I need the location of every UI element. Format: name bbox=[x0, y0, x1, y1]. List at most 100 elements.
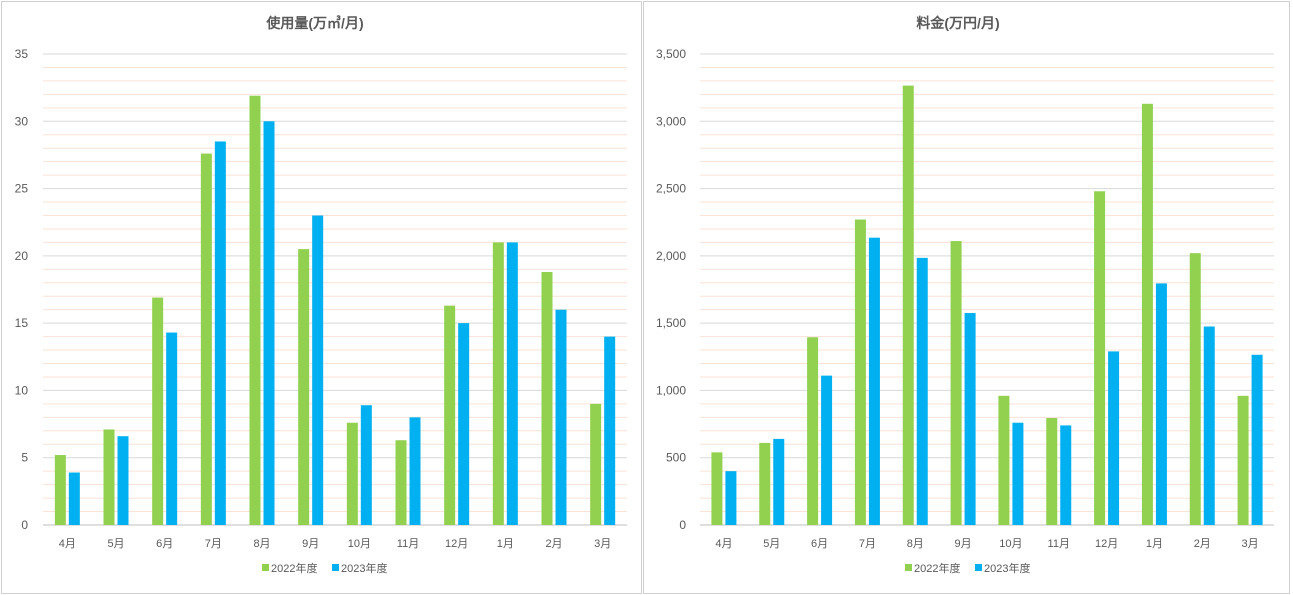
bar-2023年度-11月 bbox=[1060, 425, 1072, 525]
legend-swatch bbox=[262, 564, 269, 571]
x-tick-label: 11月 bbox=[397, 538, 419, 550]
x-tick-label: 12月 bbox=[1095, 538, 1118, 550]
bar-2023年度-5月 bbox=[773, 438, 785, 525]
y-tick-label: 500 bbox=[666, 451, 686, 465]
legend-label: 2022年度 bbox=[271, 561, 317, 575]
bar-2023年度-6月 bbox=[166, 332, 178, 525]
chart-title: 使用量(万㎥/月) bbox=[265, 15, 363, 31]
bar-2023年度-5月 bbox=[117, 436, 129, 525]
x-tick-label: 8月 bbox=[253, 538, 270, 550]
bar-2022年度-3月 bbox=[1237, 395, 1249, 525]
x-tick-label: 3月 bbox=[594, 538, 611, 550]
bar-2022年度-11月 bbox=[395, 440, 407, 525]
bar-2023年度-2月 bbox=[1203, 326, 1215, 525]
x-tick-label: 4月 bbox=[59, 538, 76, 550]
bar-2022年度-12月 bbox=[444, 305, 456, 525]
legend-swatch bbox=[975, 564, 982, 571]
y-tick-label: 25 bbox=[15, 182, 29, 196]
x-tick-label: 8月 bbox=[907, 538, 924, 550]
bar-2022年度-6月 bbox=[152, 297, 164, 525]
bar-2023年度-10月 bbox=[360, 405, 372, 525]
bar-2022年度-11月 bbox=[1046, 418, 1058, 525]
bar-2023年度-4月 bbox=[68, 472, 80, 525]
bar-2022年度-3月 bbox=[590, 403, 602, 525]
cost-chart-panel: 料金(万円/月) 0 500 1,000 1,500 2,000 2,500 3,000 3,5… bbox=[643, 1, 1290, 594]
bar-2022年度-7月 bbox=[854, 219, 866, 525]
x-tick-label: 7月 bbox=[859, 538, 876, 550]
y-tick-label: 3,000 bbox=[656, 114, 686, 128]
bar-2023年度-1月 bbox=[1155, 283, 1167, 525]
x-tick-label: 3月 bbox=[1242, 538, 1259, 550]
bar-2022年度-4月 bbox=[54, 455, 66, 525]
bar-2022年度-2月 bbox=[1189, 253, 1201, 525]
bar-2022年度-8月 bbox=[249, 95, 261, 526]
bar-2023年度-4月 bbox=[725, 471, 737, 525]
bar-2023年度-9月 bbox=[964, 313, 976, 525]
bar-2022年度-6月 bbox=[807, 337, 819, 525]
x-tick-label: 9月 bbox=[955, 538, 972, 550]
bar-2023年度-1月 bbox=[506, 242, 518, 525]
usage-chart: 使用量(万㎥/月) 0 5 10 15 20 25 30 35 4月 5月 6月 7月 8月 9月 10月 11… bbox=[15, 15, 627, 575]
bar-2023年度-3月 bbox=[604, 336, 616, 525]
bar-2023年度-2月 bbox=[555, 309, 567, 525]
bar-2023年度-7月 bbox=[868, 237, 880, 525]
legend-label: 2022年度 bbox=[914, 561, 960, 575]
bar-2023年度-6月 bbox=[821, 375, 833, 525]
y-tick-label: 1,000 bbox=[656, 383, 686, 397]
bar-2023年度-11月 bbox=[409, 417, 421, 525]
bar-2022年度-8月 bbox=[902, 85, 914, 526]
legend-label: 2023年度 bbox=[341, 561, 387, 575]
y-tick-label: 3,500 bbox=[656, 47, 686, 61]
bar-2022年度-2月 bbox=[541, 272, 553, 525]
y-tick-label: 20 bbox=[15, 249, 29, 263]
x-tick-label: 1月 bbox=[497, 538, 514, 550]
bar-2023年度-9月 bbox=[312, 215, 324, 525]
bar-2023年度-8月 bbox=[263, 121, 275, 526]
bar-2022年度-1月 bbox=[492, 242, 504, 525]
x-tick-label: 11月 bbox=[1048, 538, 1070, 550]
x-tick-label: 6月 bbox=[811, 538, 828, 550]
bar-2022年度-1月 bbox=[1141, 103, 1153, 525]
bar-2022年度-10月 bbox=[346, 422, 358, 525]
legend-swatch bbox=[905, 564, 912, 571]
bar-2023年度-12月 bbox=[458, 323, 470, 525]
bar-2022年度-7月 bbox=[200, 153, 212, 525]
bar-2023年度-3月 bbox=[1251, 354, 1263, 525]
bar-2022年度-10月 bbox=[998, 395, 1010, 525]
x-tick-label: 4月 bbox=[715, 538, 732, 550]
bar-2022年度-9月 bbox=[298, 249, 310, 525]
x-tick-label: 9月 bbox=[302, 538, 319, 550]
bar-2022年度-4月 bbox=[711, 452, 723, 525]
y-tick-label: 35 bbox=[15, 47, 29, 61]
y-tick-label: 2,500 bbox=[656, 182, 686, 196]
x-tick-label: 10月 bbox=[348, 538, 371, 550]
bar-2023年度-12月 bbox=[1108, 351, 1120, 525]
x-tick-label: 7月 bbox=[205, 538, 222, 550]
x-tick-label: 1月 bbox=[1146, 538, 1163, 550]
y-tick-label: 5 bbox=[21, 451, 28, 465]
chart-title: 料金(万円/月) bbox=[916, 15, 999, 31]
x-tick-label: 6月 bbox=[156, 538, 173, 550]
y-tick-label: 10 bbox=[15, 383, 29, 397]
bar-2023年度-10月 bbox=[1012, 422, 1024, 525]
y-tick-label: 1,500 bbox=[656, 316, 686, 330]
x-tick-label: 10月 bbox=[999, 538, 1022, 550]
bar-2022年度-5月 bbox=[759, 442, 771, 525]
x-tick-label: 12月 bbox=[445, 538, 468, 550]
bar-2022年度-9月 bbox=[950, 241, 962, 525]
bar-2023年度-8月 bbox=[916, 257, 928, 525]
y-tick-label: 0 bbox=[21, 518, 28, 532]
usage-chart-panel: 使用量(万㎥/月) 0 5 10 15 20 25 30 35 4月 5月 6月 7月 8月 9月 10月 11… bbox=[1, 1, 642, 594]
x-tick-label: 2月 bbox=[545, 538, 562, 550]
y-tick-label: 15 bbox=[15, 316, 29, 330]
x-tick-label: 2月 bbox=[1194, 538, 1211, 550]
y-tick-label: 30 bbox=[15, 114, 29, 128]
bar-2022年度-12月 bbox=[1094, 191, 1106, 525]
bar-2022年度-5月 bbox=[103, 429, 115, 525]
legend-swatch bbox=[332, 564, 339, 571]
y-tick-label: 0 bbox=[679, 518, 686, 532]
legend-label: 2023年度 bbox=[984, 561, 1030, 575]
cost-chart: 料金(万円/月) 0 500 1,000 1,500 2,000 2,500 3,000 3,5… bbox=[656, 15, 1274, 575]
x-tick-label: 5月 bbox=[107, 538, 124, 550]
